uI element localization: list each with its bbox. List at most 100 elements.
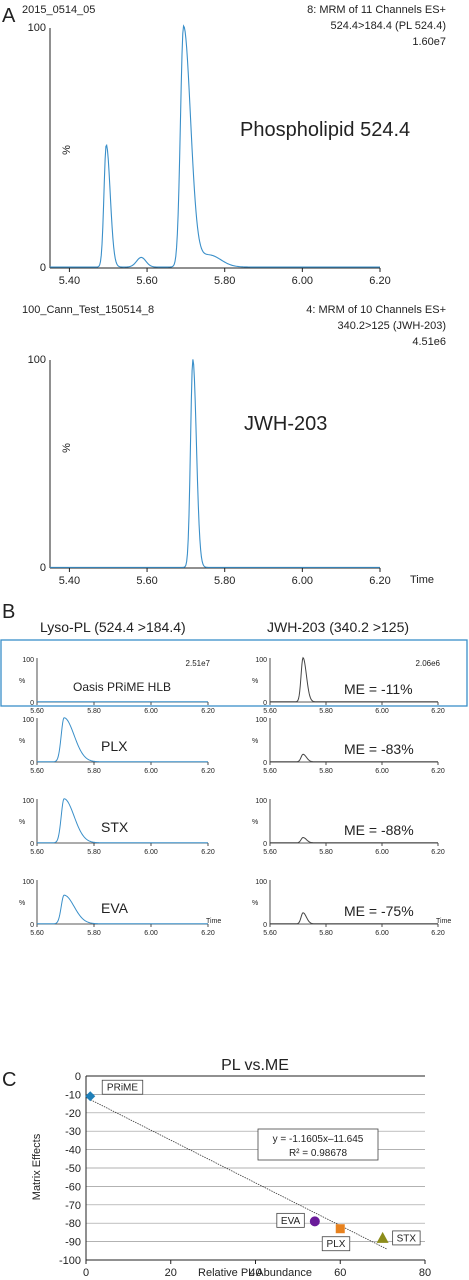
b-ybottom: 0 bbox=[263, 841, 267, 848]
x-tick-label: 20 bbox=[165, 1267, 177, 1279]
b-x-tick-label: 6.00 bbox=[144, 708, 158, 715]
b-x-tick-label: 5.60 bbox=[30, 849, 44, 856]
chart-a2-ticks: 5.40 5.60 5.80 6.00 6.20 bbox=[59, 568, 391, 587]
chart-a2-yunit: % bbox=[61, 443, 73, 453]
chart-a1-info1: 8: MRM of 11 Channels ES+ bbox=[307, 4, 446, 16]
b-ytop: 100 bbox=[22, 657, 34, 664]
b-yunit: % bbox=[252, 900, 258, 907]
b-trace-left bbox=[37, 894, 208, 925]
y-tick-label: -30 bbox=[65, 1126, 81, 1138]
point-eva-label: EVA bbox=[281, 1216, 301, 1227]
b-trace-right bbox=[270, 836, 438, 844]
chart-a1-ytop: 100 bbox=[28, 22, 46, 34]
b-x-tick-label: 6.20 bbox=[431, 849, 445, 856]
b-x-tick-label: 6.00 bbox=[375, 768, 389, 775]
b-yunit: % bbox=[252, 819, 258, 826]
b-yunit: % bbox=[19, 738, 25, 745]
b-yunit: % bbox=[252, 738, 258, 745]
chart-a2-xlabel: Time bbox=[410, 574, 434, 586]
x-tick-label: 0 bbox=[83, 1267, 89, 1279]
b-ytop: 100 bbox=[255, 879, 267, 886]
b-row-name: EVA bbox=[101, 900, 129, 916]
x-tick-label: 40 bbox=[249, 1267, 261, 1279]
b-x-tick-label: 6.20 bbox=[201, 768, 215, 775]
b-trace-left bbox=[37, 798, 208, 844]
panel-b-rows: 100 0% 5.60 5.80 6.00 6.20 2.51e7 100 0% 5.60 5.80… bbox=[19, 656, 451, 937]
b-row-me: ME = -75% bbox=[344, 903, 414, 919]
b-x-tick-label: 5.80 bbox=[87, 930, 101, 937]
b-ybottom: 0 bbox=[30, 922, 34, 929]
b-x-tick-label: 5.60 bbox=[30, 708, 44, 715]
y-tick-label: -70 bbox=[65, 1200, 81, 1212]
b-row-name: PLX bbox=[101, 738, 128, 754]
b-x-tick-label: 5.80 bbox=[319, 768, 333, 775]
scatter-points: PRiME EVA PLX STX bbox=[85, 1079, 421, 1252]
prime-highlight-box bbox=[0, 639, 468, 707]
b-x-tick-label: 5.80 bbox=[319, 708, 333, 715]
b-ybottom: 0 bbox=[263, 700, 267, 707]
b-ytop: 100 bbox=[22, 798, 34, 805]
trendline-r2: R² = 0.98678 bbox=[289, 1148, 348, 1159]
y-tick-label: -50 bbox=[65, 1163, 81, 1175]
x-tick-label: 5.40 bbox=[59, 275, 80, 287]
point-stx-label: STX bbox=[397, 1233, 417, 1244]
chart-a1-yunit: % bbox=[61, 145, 73, 155]
b-x-tick-label: 5.60 bbox=[263, 768, 277, 775]
point-stx bbox=[376, 1231, 389, 1243]
x-tick-label: 80 bbox=[419, 1267, 431, 1279]
b-time-label: Time bbox=[206, 918, 221, 925]
b-x-tick-label: 5.80 bbox=[87, 768, 101, 775]
b-x-tick-label: 6.00 bbox=[375, 930, 389, 937]
b-x-tick-label: 5.60 bbox=[263, 708, 277, 715]
b-x-tick-label: 5.80 bbox=[319, 930, 333, 937]
y-tick-label: -90 bbox=[65, 1237, 81, 1249]
b-ytop: 100 bbox=[22, 717, 34, 724]
x-tick-label: 5.40 bbox=[59, 575, 80, 587]
x-tick-label: 5.60 bbox=[136, 575, 157, 587]
chart-a1-info3: 1.60e7 bbox=[412, 36, 446, 48]
point-plx-label-box bbox=[321, 1236, 351, 1252]
b-ybottom: 0 bbox=[263, 922, 267, 929]
chart-a2-compound: JWH-203 bbox=[244, 413, 327, 435]
x-tick-label: 6.00 bbox=[292, 575, 313, 587]
b-ytop: 100 bbox=[22, 879, 34, 886]
trendline-equation-box: y = -1.1605x–11.645 R² = 0.98678 bbox=[257, 1128, 379, 1161]
x-tick-label: 5.80 bbox=[214, 275, 235, 287]
b-yunit: % bbox=[19, 819, 25, 826]
panel-b-label: B bbox=[2, 601, 15, 623]
trendline bbox=[85, 1097, 388, 1250]
b-trace-right bbox=[270, 656, 438, 703]
point-stx-label-box bbox=[392, 1230, 421, 1246]
b-x-tick-label: 6.20 bbox=[201, 930, 215, 937]
b-yunit: % bbox=[19, 678, 25, 685]
b-ybottom: 0 bbox=[30, 760, 34, 767]
x-tick-label: 6.20 bbox=[369, 275, 390, 287]
chart-a1-compound: Phospholipid 524.4 bbox=[240, 119, 410, 141]
b-x-tick-label: 5.60 bbox=[30, 768, 44, 775]
b-x-tick-label: 5.60 bbox=[263, 849, 277, 856]
point-plx bbox=[335, 1224, 345, 1234]
x-tick-label: 60 bbox=[334, 1267, 346, 1279]
b-x-tick-label: 6.20 bbox=[201, 708, 215, 715]
y-tick-label: -20 bbox=[65, 1108, 81, 1120]
b-x-tick-label: 6.00 bbox=[375, 708, 389, 715]
y-tick-label: -10 bbox=[65, 1089, 81, 1101]
chart-a2-ytop: 100 bbox=[28, 354, 46, 366]
b-row-me: ME = -88% bbox=[344, 822, 414, 838]
b-ytop: 100 bbox=[255, 717, 267, 724]
chart-a2-info2: 340.2>125 (JWH-203) bbox=[337, 320, 446, 332]
y-tick-label: -40 bbox=[65, 1145, 81, 1157]
b-x-tick-label: 5.60 bbox=[30, 930, 44, 937]
b-x-tick-label: 5.80 bbox=[319, 849, 333, 856]
point-plx-label: PLX bbox=[327, 1239, 346, 1250]
b-ybottom: 0 bbox=[30, 700, 34, 707]
b-row-name: STX bbox=[101, 819, 129, 835]
b-ytop: 100 bbox=[255, 657, 267, 664]
panel-a-label: A bbox=[2, 5, 16, 27]
b-yunit: % bbox=[19, 900, 25, 907]
x-tick-label: 6.00 bbox=[292, 275, 313, 287]
panel-b-col-right: JWH-203 (340.2 >125) bbox=[267, 619, 409, 635]
chart-a1-trace bbox=[50, 24, 380, 268]
b-x-tick-label: 6.00 bbox=[144, 930, 158, 937]
b-x-tick-label: 6.00 bbox=[375, 849, 389, 856]
